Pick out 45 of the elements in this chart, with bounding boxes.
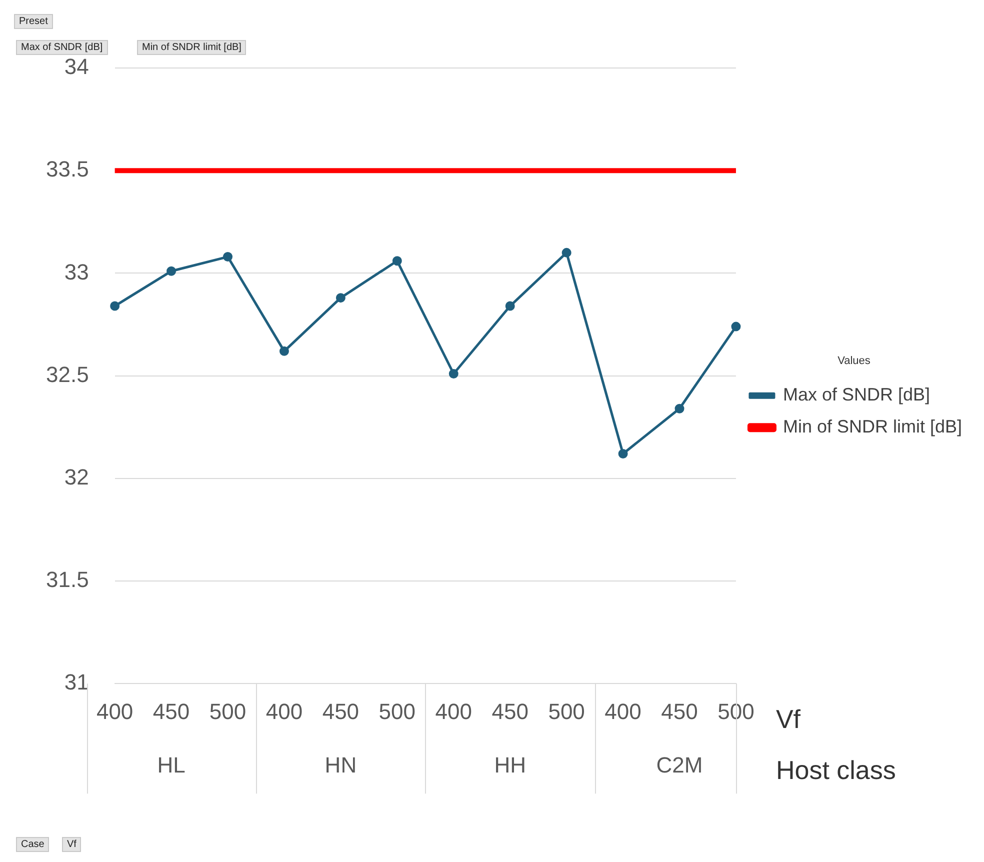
point	[448, 369, 458, 378]
y-tick-label: 32	[64, 464, 89, 490]
point	[223, 252, 233, 262]
point	[392, 256, 402, 266]
y-tick-label: 34	[64, 54, 89, 80]
point	[110, 301, 120, 311]
point	[731, 322, 741, 332]
y-tick-label: 31.5	[46, 567, 89, 592]
y-tick-label: 32.5	[46, 362, 89, 387]
x-tick-label: 400	[266, 698, 303, 724]
x-tick-label: 500	[718, 698, 754, 724]
text: C2M	[656, 752, 703, 778]
x-tick-label: 400	[604, 698, 642, 724]
text: HN	[324, 752, 357, 778]
text: Preset	[14, 14, 53, 29]
legend-title: Values	[838, 354, 871, 367]
x-tick-label: 500	[378, 698, 416, 724]
point	[505, 301, 515, 311]
text: Vf	[62, 837, 82, 852]
x-tick-label: 450	[152, 698, 190, 724]
legend-label: Max of SNDR [dB]	[782, 384, 930, 405]
y-tick-label: 33	[64, 259, 89, 284]
x-tick-label: 450	[322, 698, 360, 724]
text: HL	[157, 752, 186, 778]
point	[279, 346, 289, 356]
y-tick-label: 33.5	[46, 156, 89, 182]
x-tick-label: 450	[492, 698, 528, 724]
legend-label: Min of SNDR limit [dB]	[782, 416, 962, 437]
text: Min of SNDR limit [dB]	[137, 40, 246, 55]
point	[166, 266, 176, 276]
x-tick-label: 450	[661, 698, 698, 724]
point	[674, 404, 684, 414]
point	[618, 449, 628, 459]
x-tick-label: 500	[548, 698, 585, 724]
text: Case	[16, 837, 50, 852]
text: Host class	[776, 754, 896, 785]
point	[562, 248, 572, 258]
text: Max of SNDR [dB]	[16, 40, 108, 55]
y-tick-label: 31	[64, 670, 89, 695]
text: HH	[494, 752, 526, 778]
point	[336, 293, 346, 303]
x-tick-label: 400	[96, 698, 134, 724]
x-tick-label: 500	[209, 698, 246, 724]
x-tick-label: 400	[435, 698, 472, 724]
x-axis-title: Vf	[776, 704, 802, 734]
